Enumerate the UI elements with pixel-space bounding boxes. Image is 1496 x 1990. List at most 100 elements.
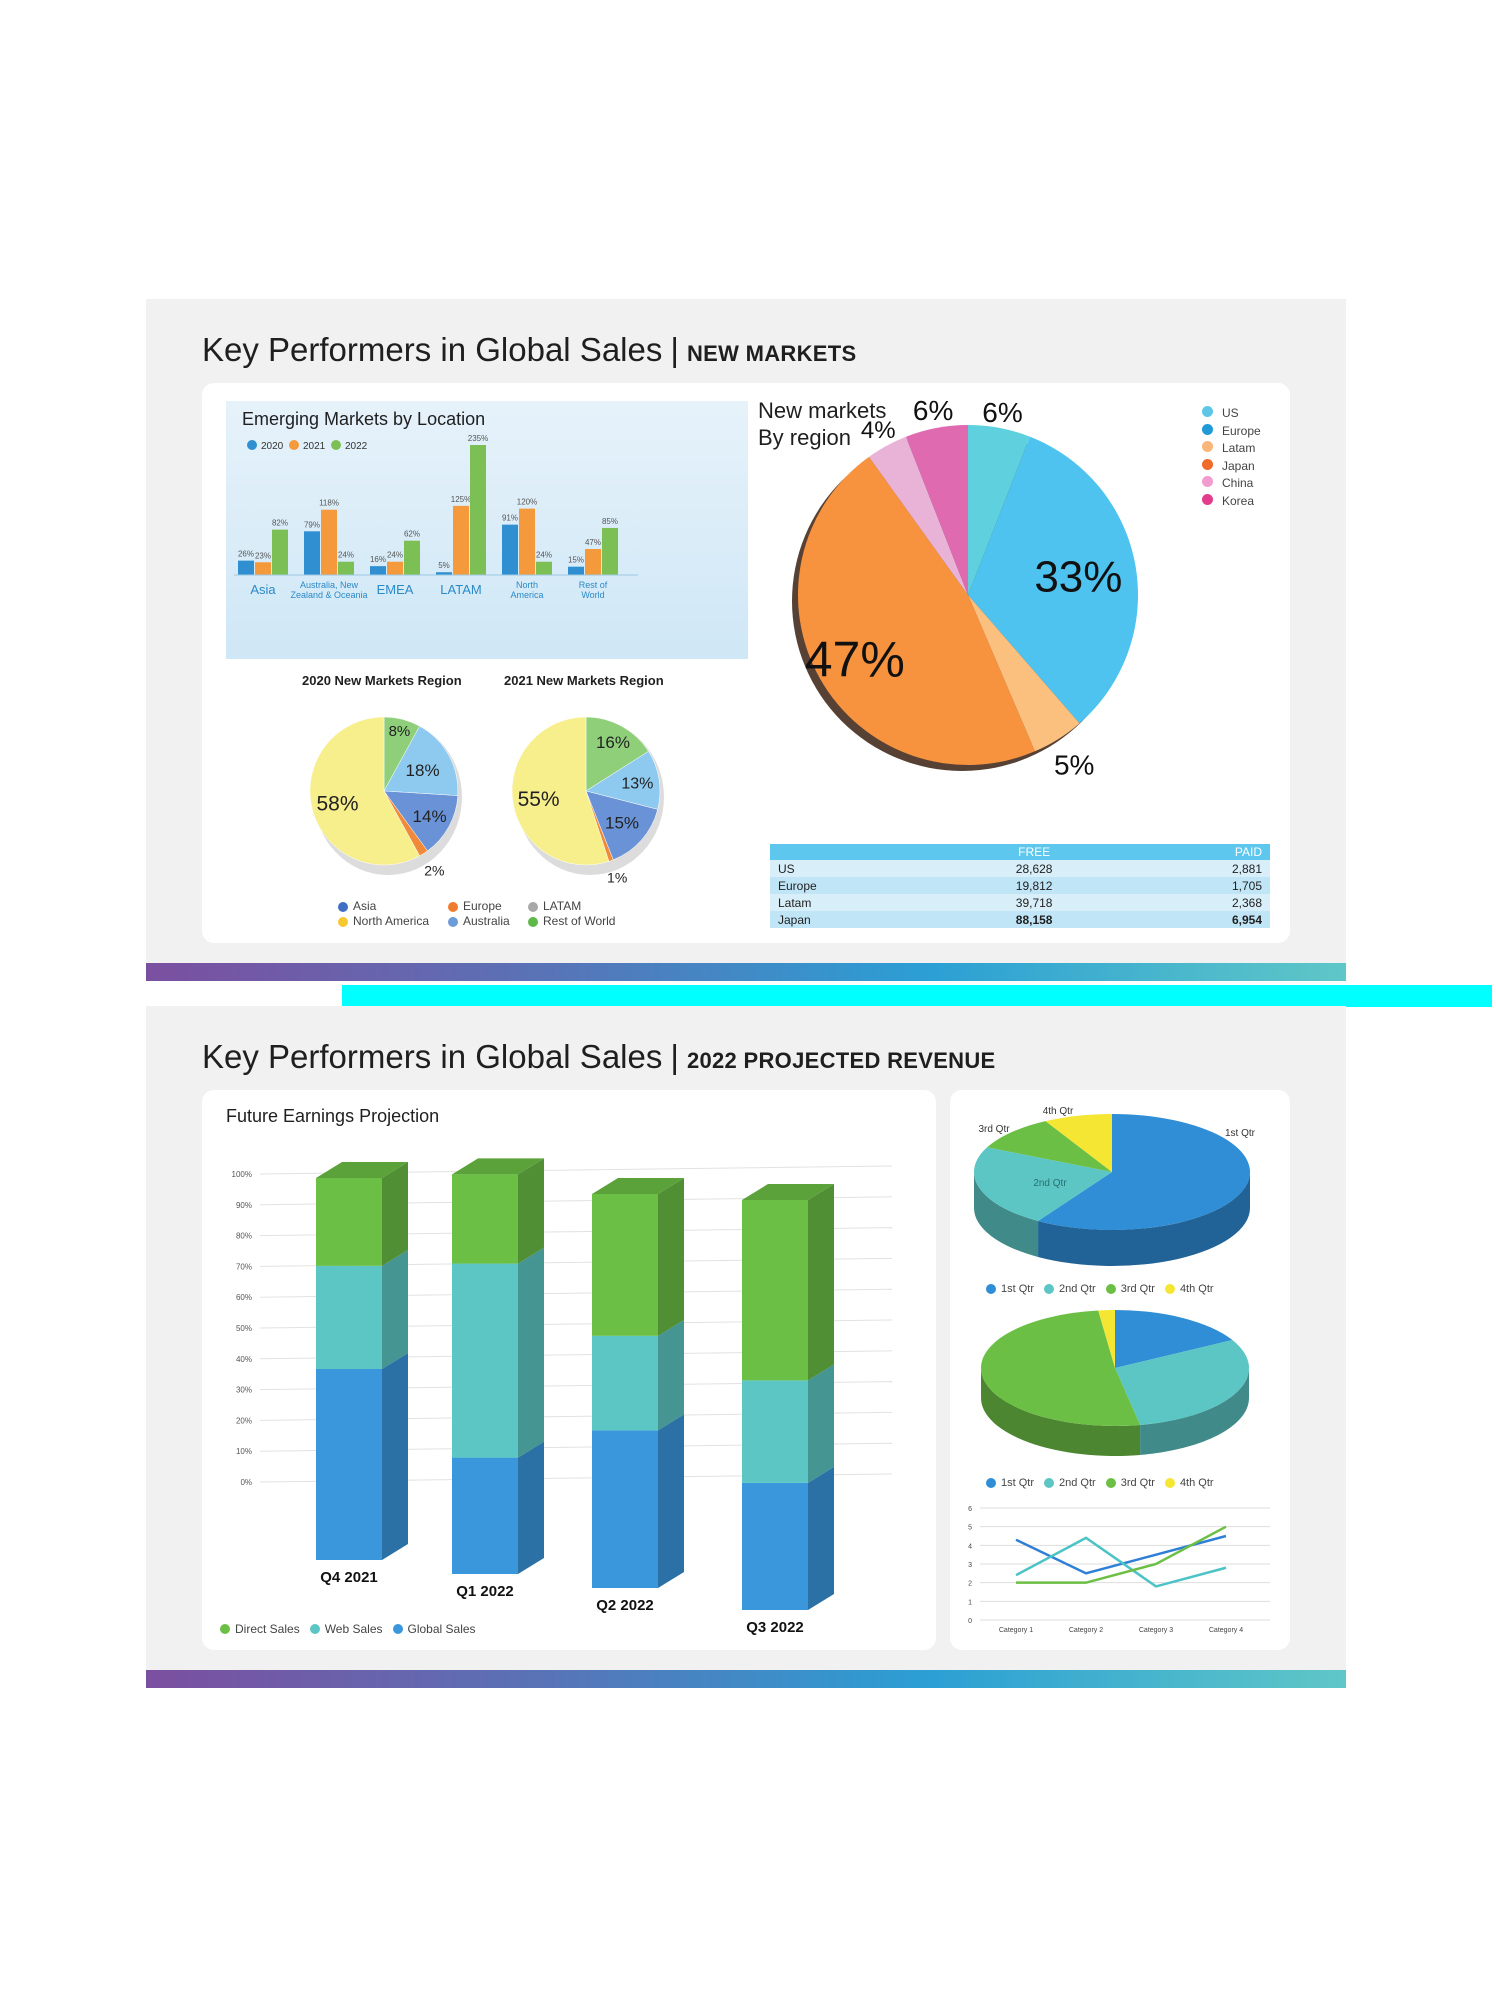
bar-segment-side (382, 1353, 408, 1560)
pie-2021-title: 2021 New Markets Region (504, 673, 664, 688)
pie-slice-label: 8% (389, 723, 411, 740)
y-tick-label: 0% (240, 1478, 252, 1487)
bar-segment-side (808, 1184, 834, 1381)
small-pies-legend: Asia Europe LATAM North America Australia Res… (338, 899, 668, 929)
future-earnings-title: Future Earnings Projection (226, 1106, 440, 1126)
pie-slice-label: 47% (805, 631, 905, 687)
bar-segment (316, 1265, 382, 1369)
legend-swatch (1202, 423, 1213, 435)
pie-side (981, 1368, 1141, 1456)
legend-label: 3rd Qtr (1120, 1477, 1155, 1489)
legend-label: Direct Sales (235, 1622, 300, 1636)
legend-item: Web Sales (309, 1622, 383, 1636)
y-tick-label: 2 (968, 1581, 972, 1588)
bar-value-label: 24% (536, 551, 552, 560)
bar-segment (452, 1457, 518, 1574)
y-tick-label: 10% (236, 1447, 252, 1456)
bar-segment (742, 1482, 808, 1610)
table-cell: US (770, 860, 949, 877)
bar-segment (316, 1178, 382, 1266)
y-tick-label: 0 (968, 1618, 972, 1625)
legend-label: 4th Qtr (1179, 1283, 1214, 1295)
pie-slice-label: 5% (1054, 749, 1094, 780)
bar-segment-side (808, 1466, 834, 1610)
legend-label: 4th Qtr (1179, 1477, 1214, 1489)
bar-segment (592, 1194, 658, 1336)
big-pie-title: New markets By region (758, 397, 886, 451)
table-header-paid: PAID (1119, 844, 1270, 860)
legend-swatch (1044, 1478, 1055, 1488)
y-tick-label: 3 (968, 1562, 972, 1569)
bar-segment-side (382, 1162, 408, 1266)
pie-slice-label: 33% (1034, 552, 1122, 601)
x-tick-label-line: World (581, 590, 604, 600)
free-paid-table: FREE PAID US 28,628 2,881 Europe 19,812 … (770, 844, 1270, 928)
x-tick-label: North America (510, 580, 543, 600)
legend-item: Latam (1202, 440, 1261, 458)
y-tick-label: 5 (968, 1525, 972, 1532)
pie-slice (585, 751, 661, 810)
x-tick-label-line: Rest of (579, 580, 608, 590)
table-cell: 6,954 (1119, 911, 1270, 928)
pie-slice (383, 725, 459, 796)
table-cell: Europe (770, 877, 949, 894)
big-pie-title-line1: New markets (758, 398, 887, 423)
x-tick-label-line: EMEA (377, 582, 414, 597)
y-tick-label: 80% (236, 1232, 252, 1241)
legend-swatch (1164, 1478, 1175, 1488)
bar-segment (742, 1200, 808, 1381)
legend-item: China (1202, 475, 1261, 493)
x-tick-label: LATAM (440, 582, 481, 597)
x-tick-label: Rest of World (579, 580, 608, 600)
slide-subtitle: NEW MARKETS (686, 341, 857, 366)
bar (568, 566, 584, 575)
quarter-charts: 1st Qtr 2nd Qtr 3rd Qtr 4th Qtr 0 1 2 3 4 5 6 Categ… (968, 1106, 1270, 1634)
pie-side (974, 1172, 1039, 1257)
emerging-markets-panel: Emerging Markets by Location 2020 2021 202… (226, 401, 748, 659)
legend-label: Asia (353, 899, 377, 913)
bar-value-label: 5% (438, 561, 450, 570)
legend-label: 3rd Qtr (1120, 1283, 1155, 1295)
y-tick-label: 40% (236, 1355, 252, 1364)
quarter-pie-2-legend: 1st Qtr 2nd Qtr 3rd Qtr 4th Qtr (986, 1477, 1224, 1491)
x-tick-label: Asia (250, 582, 276, 597)
cyan-bar (342, 985, 1492, 1007)
legend-item: LATAM (528, 899, 618, 914)
bar-segment (592, 1335, 658, 1431)
slide-new-markets: Key Performers in Global Sales | NEW MARKE… (146, 299, 1346, 963)
pie-slice (987, 1121, 1112, 1172)
bar-value-label: 16% (370, 555, 386, 564)
pie-slice-label: 18% (406, 761, 440, 780)
legend-item: 1st Qtr (986, 1477, 1034, 1489)
y-tick-label: 20% (236, 1416, 252, 1425)
bar (602, 527, 618, 575)
legend-item: Korea (1202, 493, 1261, 511)
legend-swatch (309, 1624, 320, 1634)
legend-item: Australia (448, 914, 518, 929)
table-cell: 39,718 (948, 894, 1120, 911)
bar-top (742, 1184, 834, 1200)
bar-value-label: 15% (568, 556, 584, 565)
gradient-divider (146, 963, 1346, 981)
slide-subtitle: 2022 PROJECTED REVENUE (686, 1048, 996, 1073)
pie-slice-label: 4% (861, 417, 896, 444)
pie-slice (1045, 1114, 1112, 1172)
legend-swatch (528, 916, 538, 927)
pie-side (1140, 1368, 1249, 1455)
legend-label: Rest of World (543, 914, 616, 928)
bar-segment-side (382, 1249, 408, 1369)
legend-swatch (448, 901, 458, 912)
x-tick-label-line: Asia (250, 582, 276, 597)
y-tick-label: 1 (968, 1599, 972, 1606)
y-tick-label: 50% (236, 1324, 252, 1333)
pie-slice (309, 716, 420, 866)
slide-title: Key Performers in Global Sales | NEW MARKE… (202, 331, 856, 369)
bar (404, 540, 420, 575)
legend-label: Global Sales (407, 1622, 476, 1636)
bar (370, 566, 386, 575)
legend-swatch (1202, 493, 1213, 505)
bar (585, 549, 601, 575)
legend-label: 2nd Qtr (1059, 1477, 1096, 1489)
table-cell: 88,158 (948, 911, 1120, 928)
bar-segment (592, 1430, 658, 1588)
